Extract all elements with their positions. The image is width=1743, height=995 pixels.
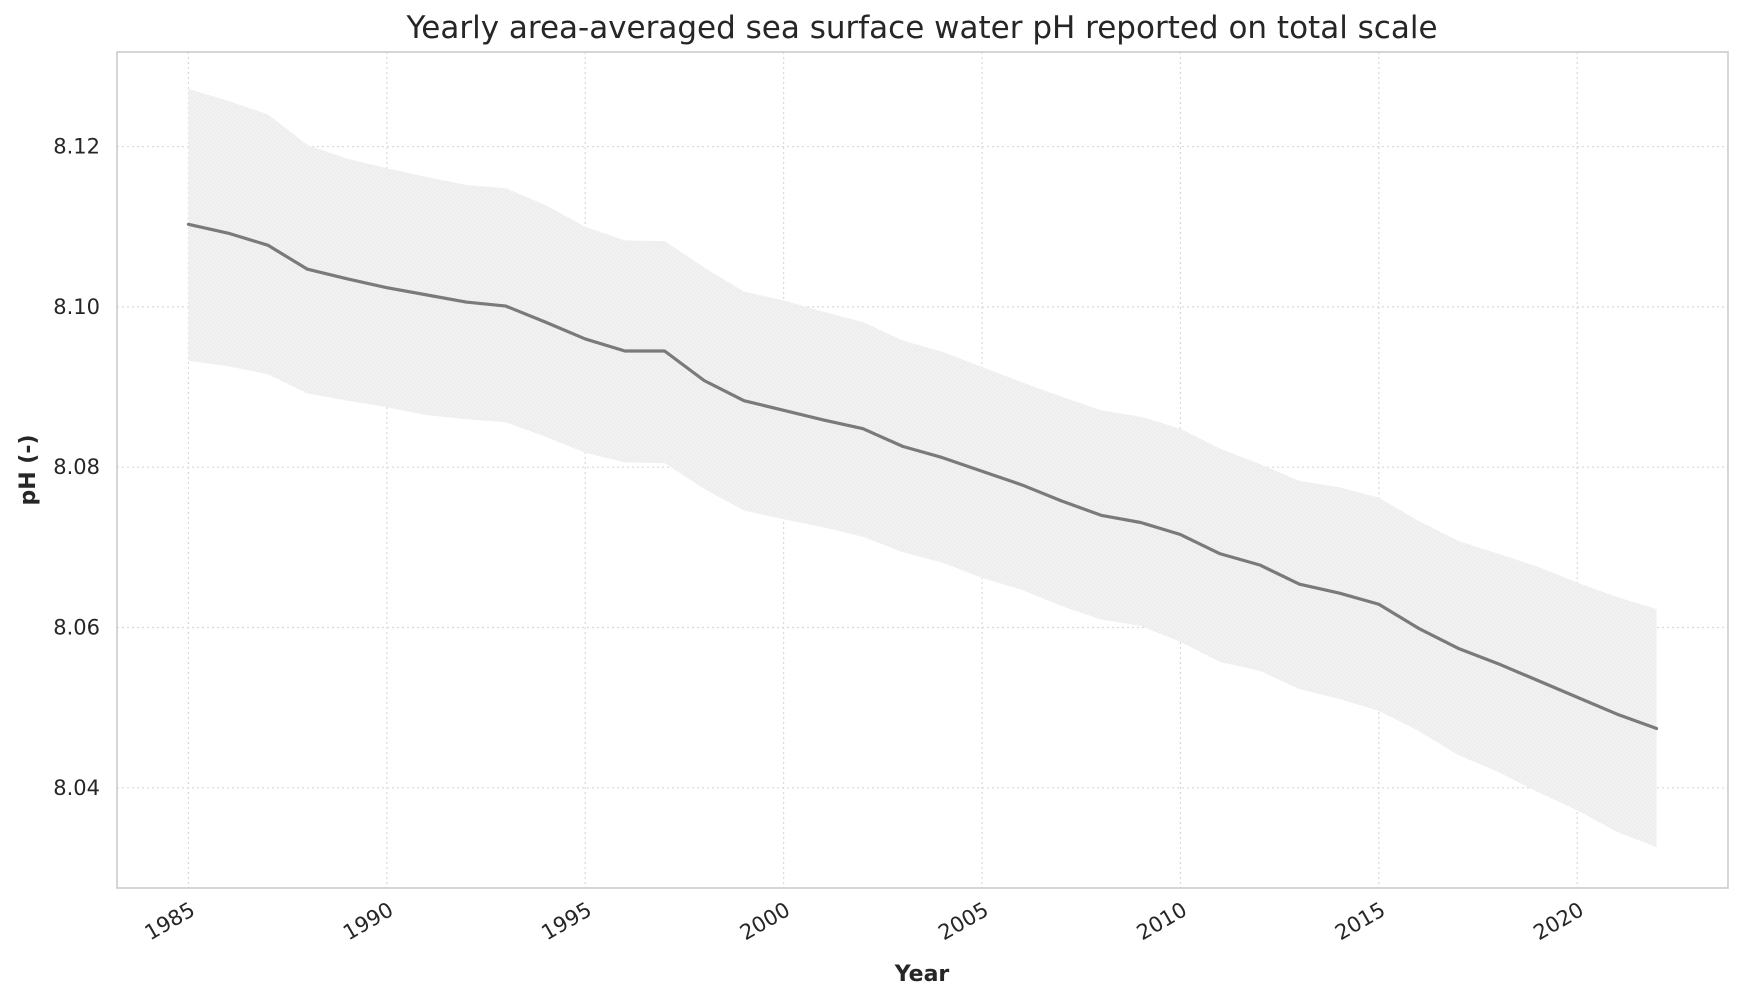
y-tick-label: 8.10 — [53, 295, 100, 319]
x-tick-label: 2005 — [934, 898, 992, 946]
series-line-group — [186, 222, 1659, 731]
y-tick-label: 8.08 — [53, 455, 100, 479]
x-tick-label: 1985 — [141, 898, 199, 946]
x-tick-label: 1990 — [339, 898, 397, 946]
x-tick-label: 2010 — [1133, 898, 1191, 946]
chart-title: Yearly area-averaged sea surface water p… — [405, 10, 1437, 46]
x-tick-label: 2000 — [736, 898, 794, 946]
x-axis-label: Year — [894, 962, 950, 987]
x-tick-label: 2015 — [1331, 898, 1389, 946]
uncertainty-band-group — [188, 88, 1657, 848]
y-tick-label: 8.06 — [53, 616, 100, 640]
plot-frame — [116, 51, 1729, 889]
uncertainty-band-texture — [188, 88, 1657, 848]
y-tick-label: 8.12 — [53, 135, 100, 159]
x-tick-label: 2020 — [1529, 898, 1587, 946]
y-tick-labels: 8.04 8.06 8.08 8.10 8.12 — [53, 135, 100, 800]
y-tick-label: 8.04 — [53, 776, 100, 800]
y-axis-label: pH (-) — [16, 434, 41, 505]
x-tick-label: 1995 — [537, 898, 595, 946]
x-tick-labels: 1985 1990 1995 2000 2005 2010 2015 2020 — [141, 898, 1588, 946]
series-line-ph-mean — [186, 222, 1659, 731]
